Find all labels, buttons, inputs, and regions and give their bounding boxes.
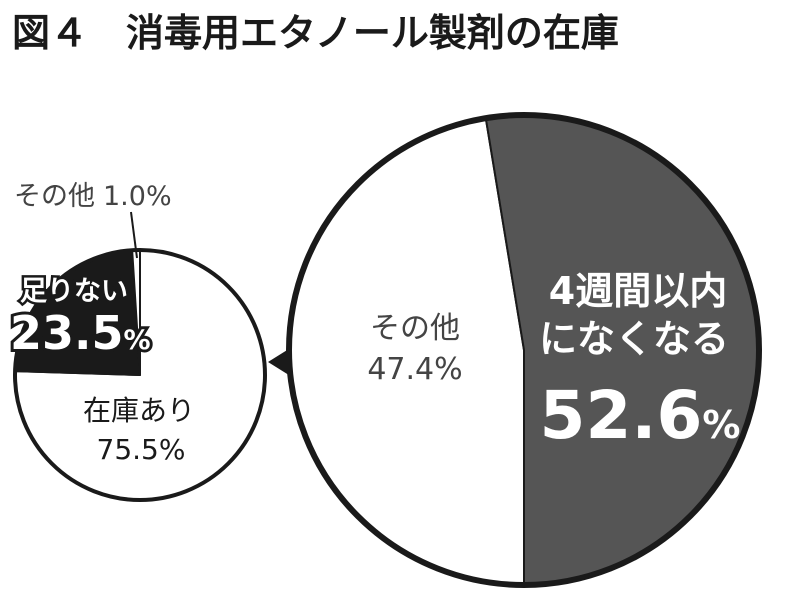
runout-slice-label-line1: 4週間以内 (549, 269, 727, 313)
runout-slice-label-line2: になくなる (539, 317, 729, 361)
big-other-slice-label: その他 (370, 311, 460, 346)
short-slice-label: 足りない (20, 276, 128, 307)
small-other-label: その他 1.0% (14, 181, 172, 212)
runout-slice-value: 52.6% (540, 377, 741, 454)
in-stock-slice-label: 在庫あり (83, 394, 195, 427)
short-slice-value: 23.5% (10, 306, 151, 360)
big-pie-chart (286, 112, 762, 588)
in-stock-slice-value: 75.5% (97, 433, 186, 466)
big-other-slice-value: 47.4% (367, 352, 462, 387)
big-pie-outline (286, 112, 762, 588)
small-pie-outline (13, 248, 267, 502)
small-pie-chart (13, 248, 267, 502)
small-other-leader-line (130, 211, 138, 259)
chart-title: 図４ 消毒用エタノール製剤の在庫 (12, 11, 619, 55)
